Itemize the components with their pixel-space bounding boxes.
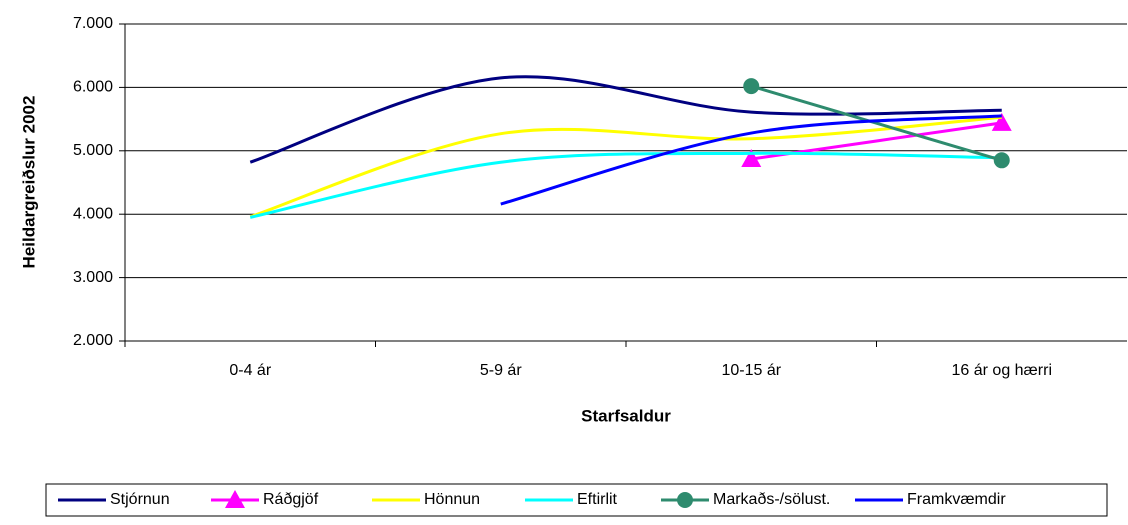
x-tick-label: 16 ár og hærri: [952, 362, 1053, 379]
legend-label: Ráðgjöf: [263, 491, 319, 508]
y-axis-label: Heildargreiðslur 2002: [19, 96, 38, 269]
x-tick-label: 10-15 ár: [721, 362, 781, 379]
y-tick-label: 2.000: [73, 332, 113, 349]
line: [751, 121, 1002, 161]
line: [249, 75, 1002, 164]
legend-label: Stjórnun: [110, 491, 170, 508]
legend-label: Framkvæmdir: [907, 491, 1006, 508]
line: [750, 84, 1003, 162]
y-tick-label: 4.000: [73, 205, 113, 222]
x-tick-label: 5-9 ár: [480, 362, 522, 379]
marker: [741, 149, 762, 168]
marker: [991, 112, 1012, 131]
y-tick-label: 6.000: [73, 79, 113, 96]
x-axis-label: Starfsaldur: [581, 406, 671, 425]
marker: [677, 492, 693, 508]
legend-label: Hönnun: [424, 491, 480, 508]
line: [249, 151, 1002, 219]
marker: [225, 490, 245, 508]
line: [249, 115, 1002, 219]
legend-box: [45, 483, 1108, 517]
marker: [993, 152, 1010, 169]
y-tick-label: 5.000: [73, 142, 113, 159]
legend-label: Markaðs-/sölust.: [713, 491, 830, 508]
line: [500, 114, 1002, 206]
y-tick-label: 3.000: [73, 269, 113, 286]
legend-label: Eftirlit: [577, 491, 618, 508]
y-tick-label: 7.000: [73, 15, 113, 32]
x-tick-label: 0-4 ár: [229, 362, 271, 379]
marker: [743, 78, 760, 95]
